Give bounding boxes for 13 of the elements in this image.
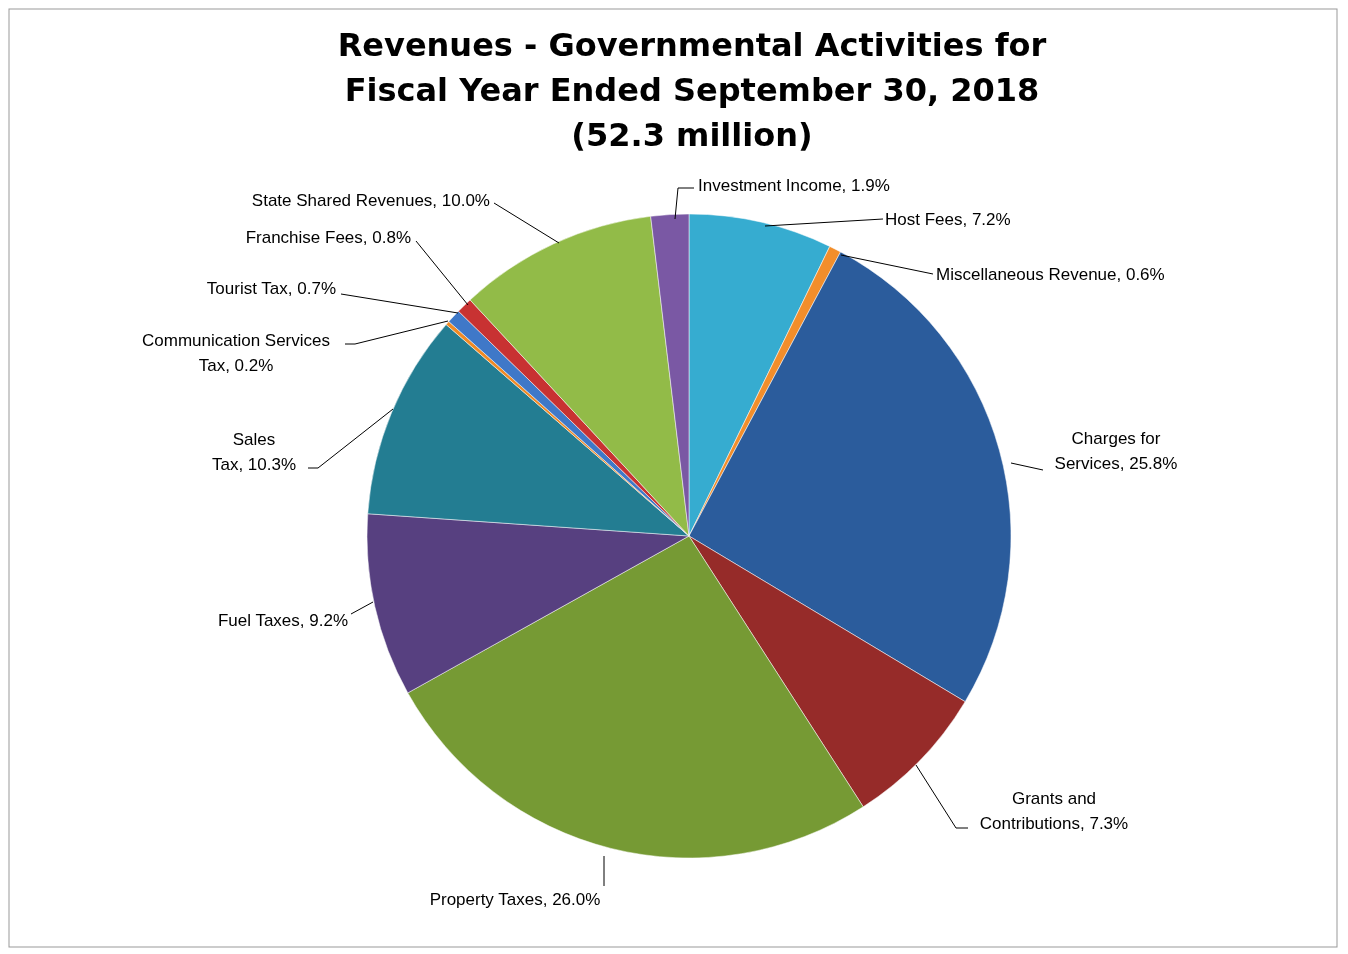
slice-label: Tourist Tax, 0.7% <box>206 279 336 298</box>
slice-label: Grants and Contributions, 7.3% <box>979 789 1129 833</box>
slice-label: State Shared Revenues, 10.0% <box>251 191 490 210</box>
slice-label: Miscellaneous Revenue, 0.6% <box>936 265 1165 284</box>
slice-label: Franchise Fees, 0.8% <box>245 228 411 247</box>
slice-label: Sales Tax, 10.3% <box>211 430 297 474</box>
chart-title: Revenues - Governmental Activities for Fiscal Year Ended September 30, 2018 (52.3 million) <box>337 26 1047 154</box>
slice-label: Fuel Taxes, 9.2% <box>217 611 348 630</box>
slice-label: Communication Services Tax, 0.2% <box>141 331 331 375</box>
slice-label: Host Fees, 7.2% <box>885 210 1011 229</box>
slice-label: Charges for Services, 25.8% <box>1054 429 1178 473</box>
slice-label: Investment Income, 1.9% <box>698 176 890 195</box>
slice-label: Property Taxes, 26.0% <box>429 890 601 909</box>
